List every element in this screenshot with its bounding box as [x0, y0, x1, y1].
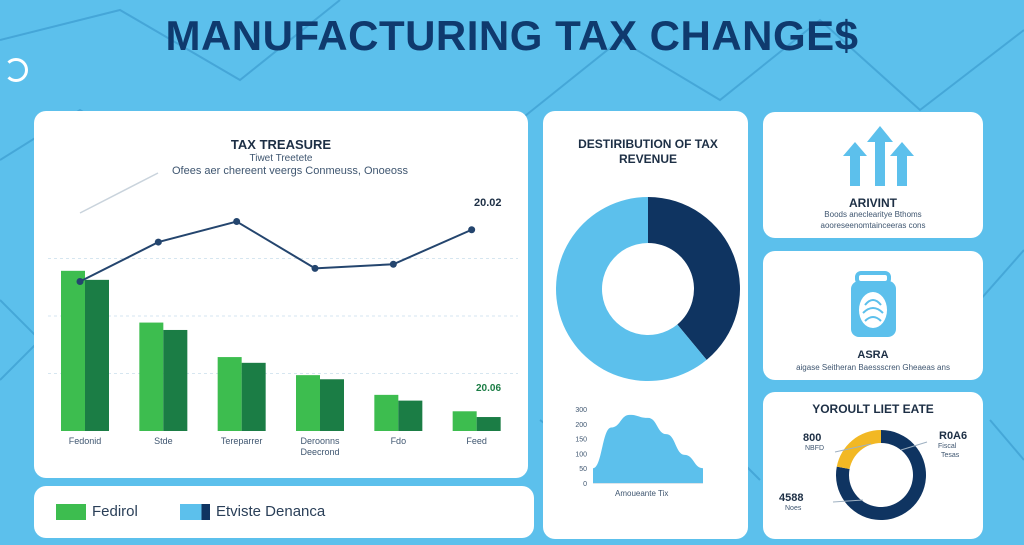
distribution-title: DESTIRIBUTION OF TAX REVENUE — [578, 137, 718, 166]
area-y-tick: 300 — [575, 407, 587, 414]
legend-label: Etviste Denanca — [216, 503, 326, 520]
rate-slice-1 — [836, 430, 881, 470]
growth-line-1: Boods aneclearitye Bthoms — [824, 210, 922, 219]
rate-right-value-1: R0A6 — [939, 430, 968, 442]
growth-title: ARIVINT — [849, 196, 897, 210]
bar-federal-1 — [139, 322, 164, 431]
legend-label: Fedirol — [92, 503, 138, 520]
distribution-donut-chart — [556, 197, 740, 381]
x-tick-label: Tereparrer — [221, 436, 263, 446]
line-point-5 — [468, 226, 476, 234]
rate-left-sub-1: NBFD — [805, 445, 825, 452]
legend-card: Fedirol Etviste Denanca — [34, 486, 534, 538]
rate-card: YOROULT LIET EATE 800 NBFD 4588 Noes R0A… — [763, 392, 983, 539]
area-y-tick: 100 — [575, 451, 587, 458]
distribution-slice-1 — [556, 197, 707, 381]
line-point-4 — [389, 260, 397, 268]
area-series — [593, 414, 703, 483]
line-point-2 — [233, 218, 241, 226]
security-line-1: aigase Seitheran Baessscren Gheaeas ans — [796, 363, 950, 372]
line-point-1 — [154, 238, 162, 246]
bar-etviste-denanca-5 — [476, 417, 501, 431]
rate-left-value-2: 4588 — [779, 492, 804, 504]
bar-chart-annotation: Ofees aer chereent veergs Conmeuss, Onoe… — [171, 165, 408, 177]
bar-federal-2 — [217, 357, 242, 431]
area-chart: 300 200 150 100 50 0 — [575, 407, 703, 488]
x-tick-label: Fdo — [391, 436, 407, 446]
line-point-3 — [311, 264, 319, 272]
bar-chart-subtitle: Tiwet Treetete — [249, 153, 313, 164]
x-tick-label: Deroonns — [300, 436, 340, 446]
legend-item-state: Etviste Denanca — [180, 503, 325, 520]
rate-leader-line-2 — [900, 441, 928, 451]
distribution-card: DESTIRIBUTION OF TAX REVENUE 300 200 150 10… — [543, 111, 748, 539]
area-y-tick: 200 — [575, 422, 587, 429]
rate-leader-line-0 — [834, 443, 872, 453]
rate-left-sub-2: Noes — [785, 505, 802, 512]
rate-right-sub-1: Fiscal — [938, 443, 957, 450]
decorative-ring — [4, 58, 28, 82]
x-tick-label: Fedonid — [69, 436, 102, 446]
legend-swatch — [180, 503, 210, 520]
line-series — [79, 220, 473, 283]
bar-federal-4 — [374, 394, 399, 431]
security-title: ASRA — [857, 349, 889, 361]
distribution-slice-0 — [648, 197, 740, 360]
rate-title: YOROULT LIET EATE — [812, 402, 934, 416]
x-tick-label: Feed — [466, 436, 487, 446]
legend-swatch — [56, 503, 86, 520]
area-y-tick: 0 — [583, 481, 587, 488]
legend-item-federal: Fedirol — [56, 503, 138, 520]
bar-federal-0 — [61, 270, 85, 431]
x-tick-label: Deecrond — [300, 447, 339, 457]
rate-leader-line-1 — [832, 499, 864, 503]
bar-etviste-denanca-3 — [320, 379, 344, 431]
bar-value-label: 20.06 — [476, 383, 502, 394]
bar-etviste-denanca-0 — [85, 279, 109, 431]
bar-federal-5 — [452, 411, 477, 431]
bar-chart-title: TAX TREASURE — [230, 137, 332, 152]
page-title: MANUFACTURING TAX CHANGE$ — [165, 12, 859, 59]
line-point-0 — [76, 278, 84, 285]
x-tick-label: Stde — [154, 436, 173, 446]
annotation-pointer — [79, 172, 159, 214]
growth-card: ARIVINT Boods aneclearitye Bthoms aoores… — [763, 112, 983, 238]
area-y-tick: 50 — [579, 466, 587, 473]
security-card: ASRA aigase Seitheran Baessscren Gheaeas… — [763, 251, 983, 380]
rate-right-sub-2: Tesas — [941, 452, 960, 459]
growth-line-2: aooreseenomtainceeras cons — [820, 221, 926, 230]
area-y-tick: 150 — [575, 437, 587, 444]
bar-etviste-denanca-1 — [163, 329, 188, 431]
bar-chart-card: TAX TREASURE Tiwet Treetete Ofees aer ch… — [34, 111, 528, 478]
rate-left-value-1: 800 — [803, 432, 822, 444]
bar-etviste-denanca-4 — [398, 400, 423, 431]
area-x-label: Amoueante Tix — [615, 489, 669, 498]
bar-etviste-denanca-2 — [241, 362, 266, 431]
growth-arrows-icon — [843, 126, 914, 186]
bar-federal-3 — [296, 375, 320, 431]
line-value-label: 20.02 — [474, 197, 502, 209]
lock-icon — [851, 271, 896, 337]
rate-donut-chart — [832, 430, 928, 520]
